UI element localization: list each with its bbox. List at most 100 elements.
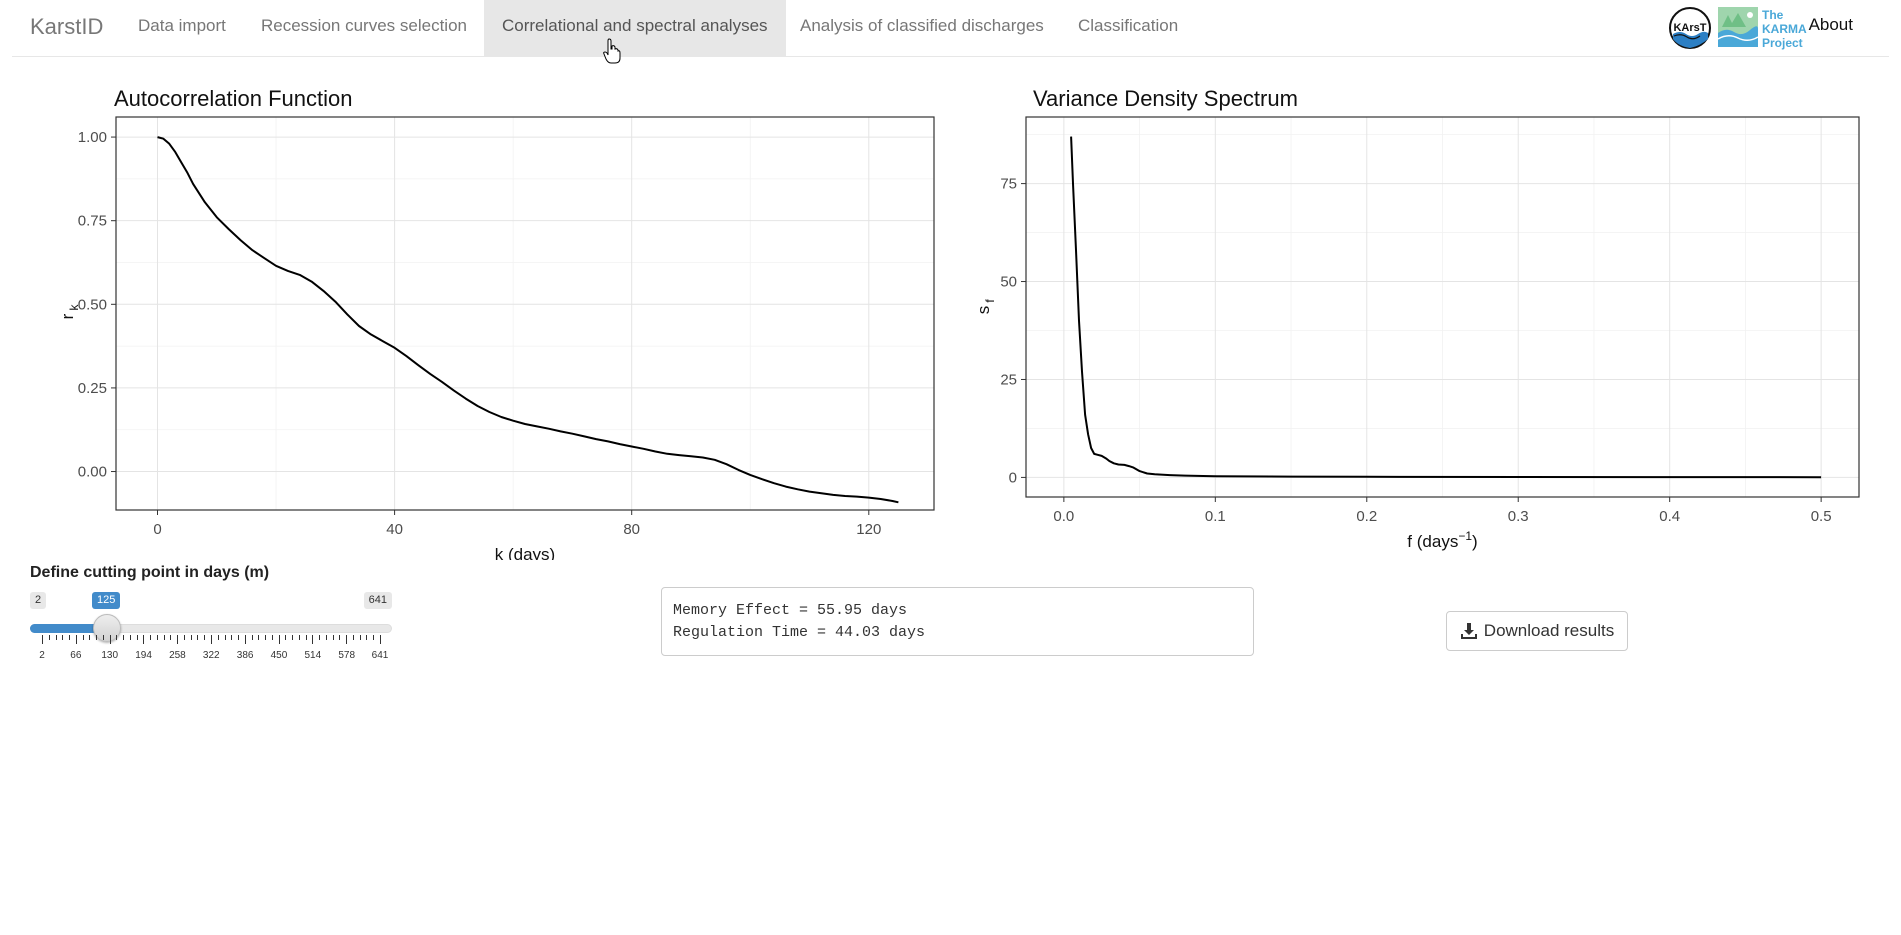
slider-minor-tick (69, 635, 71, 640)
slider-major-tick (143, 635, 145, 644)
slider-minor-tick (224, 635, 226, 640)
tab-recession-curves-selection[interactable]: Recession curves selection (261, 16, 467, 35)
kart-logo-text: KArsT (1673, 22, 1706, 34)
slider-major-tick (109, 635, 111, 644)
vds-x-axis: 0.0 0.1 0.2 0.3 0.4 0.5 (1053, 497, 1832, 525)
slider-minor-tick (62, 635, 64, 640)
navbar: KarstID Data import Recession curves sel… (12, 0, 1889, 57)
vds-x-label-main: f (days (1407, 532, 1458, 551)
y-tick-label: 75 (1000, 176, 1017, 193)
slider-minor-tick (366, 635, 368, 640)
slider-minor-tick (258, 635, 260, 640)
slider-minor-tick (238, 635, 240, 640)
acf-y-axis: 0.00 0.25 0.50 0.75 1.00 (78, 129, 116, 481)
karma-logo-line-1: The (1762, 8, 1784, 22)
slider-major-tick (75, 635, 77, 644)
slider-minor-tick (190, 635, 192, 640)
slider-minor-tick (339, 635, 341, 640)
x-tick-label: 0.4 (1659, 508, 1680, 525)
memory-effect-text: Memory Effect = 55.95 days (673, 602, 908, 619)
y-tick-label: 0 (1009, 469, 1017, 486)
slider-minor-tick (319, 635, 321, 640)
slider-tick-label: 66 (70, 650, 82, 661)
acf-title: Autocorrelation Function (114, 86, 352, 111)
cutting-point-slider[interactable]: 2 641 125 2 66 130 194 258 322 386 450 514 578 641 (30, 592, 392, 662)
download-results-button[interactable]: Download results (1446, 611, 1628, 651)
slider-minor-tick (96, 635, 98, 640)
karma-logo-line-2: KARMA (1762, 22, 1807, 36)
slider-max-label: 641 (363, 592, 392, 609)
x-tick-label: 0.1 (1205, 508, 1226, 525)
slider-minor-tick (150, 635, 152, 640)
slider-tick-label: 641 (371, 650, 389, 661)
vds-y-label-sub: f (983, 299, 997, 303)
slider-minor-tick (251, 635, 253, 640)
x-tick-label: 0 (153, 521, 161, 538)
slider-minor-tick (217, 635, 219, 640)
slider-tick-label: 2 (39, 650, 45, 661)
slider-minor-tick (170, 635, 172, 640)
slider-minor-tick (332, 635, 334, 640)
brand[interactable]: KarstID (30, 14, 104, 39)
download-results-label: Download results (1483, 621, 1615, 640)
slider-minor-tick (292, 635, 294, 640)
slider-minor-tick (359, 635, 361, 640)
tab-analysis-classified-discharges[interactable]: Analysis of classified discharges (800, 16, 1044, 35)
slider-minor-tick (197, 635, 199, 640)
tab-about[interactable]: About (1808, 15, 1853, 34)
slider-minor-tick (163, 635, 165, 640)
slider-minor-tick (89, 635, 91, 640)
slider-tick-label: 194 (135, 650, 152, 661)
slider-major-tick (278, 635, 280, 644)
slider-fill (30, 624, 108, 633)
vds-x-label: f (days−1) (1407, 529, 1477, 551)
slider-tick-label: 130 (101, 650, 119, 661)
slider-minor-tick (82, 635, 84, 640)
y-tick-label: 0.00 (78, 464, 107, 481)
slider-minor-tick (102, 635, 104, 640)
x-tick-label: 0.0 (1053, 508, 1074, 525)
slider-major-tick (244, 635, 246, 644)
slider-minor-tick (136, 635, 138, 640)
slider-tick-label: 322 (202, 650, 220, 661)
slider-minor-tick (123, 635, 125, 640)
slider-tick-label: 578 (338, 650, 356, 661)
slider-minor-tick (265, 635, 267, 640)
vds-x-label-close: ) (1472, 532, 1478, 551)
slider-major-tick (312, 635, 314, 644)
slider-title: Define cutting point in days (m) (30, 564, 270, 581)
slider-minor-tick (183, 635, 185, 640)
tab-data-import[interactable]: Data import (138, 16, 226, 35)
slider-minor-tick (298, 635, 300, 640)
slider-value-label: 125 (92, 592, 121, 609)
karma-logo: The KARMA Project (1718, 7, 1807, 50)
x-tick-label: 0.2 (1356, 508, 1377, 525)
vds-gridlines (1026, 117, 1859, 497)
regulation-time-text: Regulation Time = 44.03 days (673, 624, 926, 641)
slider-minor-tick (55, 635, 57, 640)
x-tick-label: 120 (856, 521, 881, 538)
slider-tick-label: 514 (304, 650, 322, 661)
acf-y-label: r k (58, 304, 81, 320)
hand-cursor-icon (603, 38, 621, 64)
slider-minor-tick (231, 635, 233, 640)
acf-y-label-sub: k (67, 304, 81, 311)
acf-gridlines (116, 117, 934, 510)
vds-title: Variance Density Spectrum (1033, 86, 1298, 111)
acf-series (157, 136, 899, 504)
slider-minor-tick (116, 635, 118, 640)
vds-y-axis: 0 25 50 75 (1000, 176, 1026, 486)
download-icon (1460, 623, 1477, 639)
tab-correlational-spectral-analyses[interactable]: Correlational and spectral analyses (484, 0, 786, 56)
results-output: Memory Effect = 55.95 days Regulation Ti… (661, 587, 1254, 656)
y-tick-label: 0.50 (78, 296, 107, 313)
y-tick-label: 0.25 (78, 380, 107, 397)
slider-minor-tick (352, 635, 354, 640)
y-tick-label: 0.75 (78, 213, 107, 230)
acf-y-label-main: r (58, 313, 77, 319)
y-tick-label: 50 (1000, 274, 1017, 291)
slider-tick-label: 258 (169, 650, 186, 661)
acf-plot-frame (115, 116, 935, 511)
tab-classification[interactable]: Classification (1078, 16, 1179, 35)
x-tick-label: 80 (623, 521, 640, 538)
